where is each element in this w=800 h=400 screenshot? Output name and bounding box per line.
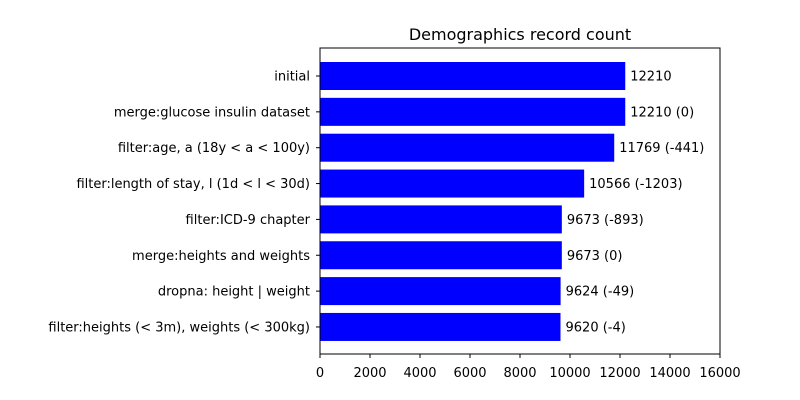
bar [320,241,562,270]
y-tick-label: filter:length of stay, l (1d < l < 30d) [76,177,310,192]
bar [320,169,585,198]
data-label: 9673 (0) [567,249,623,264]
y-tick-label: merge:heights and weights [132,249,310,264]
y-tick-label: filter:age, a (18y < a < 100y) [118,141,310,156]
x-tick-label: 10000 [549,366,590,381]
bar [320,205,562,234]
data-label: 9624 (-49) [566,285,635,300]
bar [320,277,561,306]
y-tick-label: merge:glucose insulin dataset [114,105,310,120]
bar [320,97,626,126]
x-tick-label: 8000 [503,366,536,381]
category-labels: initial merge:glucose insulin dataset filt… [48,70,320,335]
data-label: 12210 (0) [630,105,694,120]
y-tick-label: dropna: height | weight [158,285,310,300]
x-axis: 0 2000 4000 6000 8000 10000 12000 14000 16000 [316,354,741,381]
x-tick-label: 0 [316,366,324,381]
value-labels: 12210 12210 (0) 11769 (-441) 10566 (-1203) 9… [566,70,705,336]
bar [320,312,561,341]
bar [320,62,626,90]
x-tick-label: 16000 [699,366,740,381]
data-label: 11769 (-441) [619,141,704,156]
x-tick-label: 4000 [403,366,436,381]
bar [320,133,615,162]
y-tick-label: filter:ICD-9 chapter [186,213,311,228]
bars-group [320,62,626,341]
x-tick-label: 6000 [453,366,486,381]
data-label: 9620 (-4) [566,320,626,335]
y-tick-label: filter:heights (< 3m), weights (< 300kg) [48,320,310,335]
data-label: 9673 (-893) [567,213,644,228]
chart-title: Demographics record count [409,25,631,44]
x-tick-label: 12000 [599,366,640,381]
plot-frame [319,47,721,355]
y-tick-label: initial [274,70,310,85]
x-tick-label: 14000 [649,366,690,381]
data-label: 10566 (-1203) [589,177,682,192]
x-tick-label: 2000 [353,366,386,381]
data-label: 12210 [630,70,671,85]
